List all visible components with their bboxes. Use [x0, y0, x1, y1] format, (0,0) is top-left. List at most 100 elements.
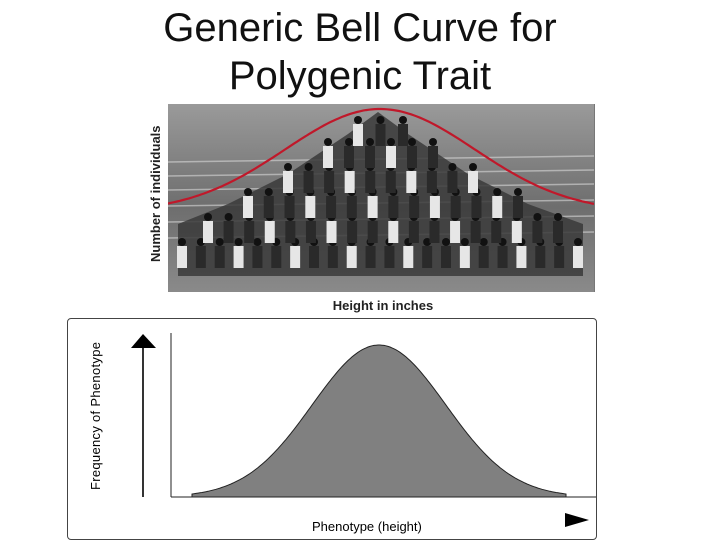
person-body: [470, 221, 481, 243]
slide-title: Generic Bell Curve for Polygenic Trait: [163, 6, 557, 98]
person-body: [346, 246, 357, 268]
person-head: [554, 213, 562, 221]
person-body: [511, 221, 522, 243]
person-body: [285, 221, 296, 243]
person-head: [408, 138, 416, 146]
person-body: [327, 246, 338, 268]
person-head: [234, 238, 243, 246]
person-head: [224, 213, 233, 221]
person-body: [344, 171, 355, 193]
person-body: [326, 221, 337, 243]
person-body: [471, 196, 482, 218]
person-body: [478, 246, 489, 268]
person-head: [196, 238, 205, 246]
person-body: [403, 246, 414, 268]
person-body: [409, 196, 420, 218]
person-body: [214, 246, 225, 268]
person-body: [386, 146, 396, 168]
person-head: [448, 163, 457, 171]
person-body: [468, 171, 478, 193]
person-body: [271, 246, 282, 268]
person-head: [533, 213, 542, 221]
person-body: [344, 146, 354, 168]
person-head: [460, 238, 469, 246]
y-axis-arrowhead: [131, 334, 156, 348]
person-body: [305, 221, 316, 243]
person-body: [347, 221, 358, 243]
person-head: [493, 188, 502, 196]
person-body: [384, 246, 395, 268]
person-body: [422, 246, 433, 268]
person-body: [429, 196, 440, 218]
person-body: [408, 221, 419, 243]
person-body: [324, 171, 335, 193]
person-body: [516, 246, 527, 268]
person-head: [479, 238, 488, 246]
person-head: [399, 116, 407, 124]
person-body: [365, 171, 376, 193]
person-body: [367, 196, 378, 218]
person-body: [535, 246, 546, 268]
person-body: [303, 171, 314, 193]
x-axis-arrowhead: [565, 513, 589, 527]
person-body: [305, 196, 316, 218]
person-head: [423, 238, 432, 246]
person-body: [407, 146, 417, 168]
person-body: [554, 246, 565, 268]
person-body: [252, 246, 263, 268]
y-axis-label: Frequency of Phenotype: [88, 341, 103, 490]
person-head: [574, 238, 582, 246]
person-body: [264, 221, 275, 243]
person-head: [324, 138, 332, 146]
person-body: [233, 246, 244, 268]
x-axis-label: Phenotype (height): [312, 519, 422, 534]
person-head: [366, 138, 374, 146]
person-body: [491, 221, 502, 243]
person-body: [426, 171, 437, 193]
person-body: [428, 146, 438, 168]
person-head: [354, 116, 362, 124]
person-body: [309, 246, 319, 268]
person-body: [513, 196, 523, 218]
person-head: [304, 163, 313, 171]
person-body: [398, 124, 408, 146]
person-head: [178, 238, 186, 246]
person-body: [388, 196, 399, 218]
person-body: [459, 246, 470, 268]
person-head: [376, 116, 385, 124]
person-head: [215, 238, 224, 246]
person-head: [387, 138, 395, 146]
person-head: [253, 238, 262, 246]
student-height-photo: [168, 104, 595, 292]
person-body: [243, 196, 253, 218]
person-head: [244, 188, 252, 196]
person-body: [447, 171, 458, 193]
person-body: [195, 246, 206, 268]
person-body: [367, 221, 378, 243]
person-body: [385, 171, 396, 193]
person-body: [497, 246, 508, 268]
x-axis-label-photo: Height in inches: [332, 298, 434, 313]
person-body: [573, 246, 583, 268]
person-body: [326, 196, 337, 218]
person-head: [345, 138, 353, 146]
photo-art: [168, 107, 594, 276]
person-head: [514, 188, 522, 196]
person-head: [469, 163, 477, 171]
person-body: [263, 196, 274, 218]
person-body: [365, 146, 375, 168]
person-body: [375, 124, 386, 146]
person-body: [323, 146, 333, 168]
person-body: [290, 246, 301, 268]
person-body: [353, 124, 363, 146]
person-body: [244, 221, 255, 243]
person-body: [284, 196, 295, 218]
person-body: [388, 221, 399, 243]
person-head: [429, 138, 437, 146]
person-body: [450, 196, 461, 218]
person-body: [177, 246, 187, 268]
person-body: [429, 221, 440, 243]
person-head: [264, 188, 273, 196]
person-body: [365, 246, 376, 268]
